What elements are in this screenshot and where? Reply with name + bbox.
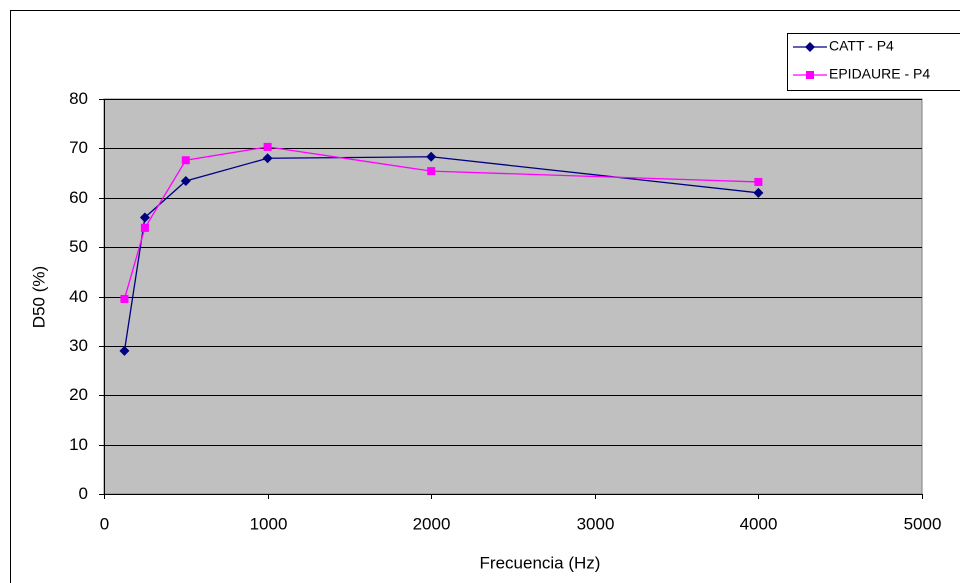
x-tick-label: 3000 [577,514,615,533]
marker [120,294,129,303]
marker [181,156,190,165]
y-tick-label: 0 [79,484,88,503]
marker [119,345,130,356]
legend-box [787,33,960,91]
legend: CATT - P4 EPIDAURE - P4 [787,33,960,91]
x-tick-label: 2000 [413,514,451,533]
y-tick-label: 10 [69,435,88,454]
legend-label: EPIDAURE - P4 [829,66,930,82]
y-tick-label: 80 [69,89,88,108]
y-tick-label: 40 [69,287,88,306]
y-tick-label: 60 [69,188,88,207]
y-tick-label: 70 [69,138,88,157]
marker [140,223,149,232]
plot-area [103,98,923,495]
marker [427,167,436,176]
marker [262,153,273,164]
x-tick-label: 5000 [904,514,942,533]
marker [806,71,814,79]
marker [754,177,763,186]
y-axis-label: D50 (%) [29,266,48,328]
marker [753,187,764,198]
marker [139,212,150,223]
legend-label: CATT - P4 [829,38,894,54]
marker [805,42,815,52]
y-tick-label: 20 [69,385,88,404]
series-line [123,146,759,300]
x-tick-label: 4000 [740,514,778,533]
y-tick-label: 30 [69,336,88,355]
x-tick-label: 1000 [250,514,288,533]
marker [180,175,191,186]
x-tick-label: 0 [100,514,109,533]
marker [263,142,272,151]
y-tick-label: 50 [69,237,88,256]
marker [426,151,437,162]
x-axis-label: Frecuencia (Hz) [480,553,601,572]
